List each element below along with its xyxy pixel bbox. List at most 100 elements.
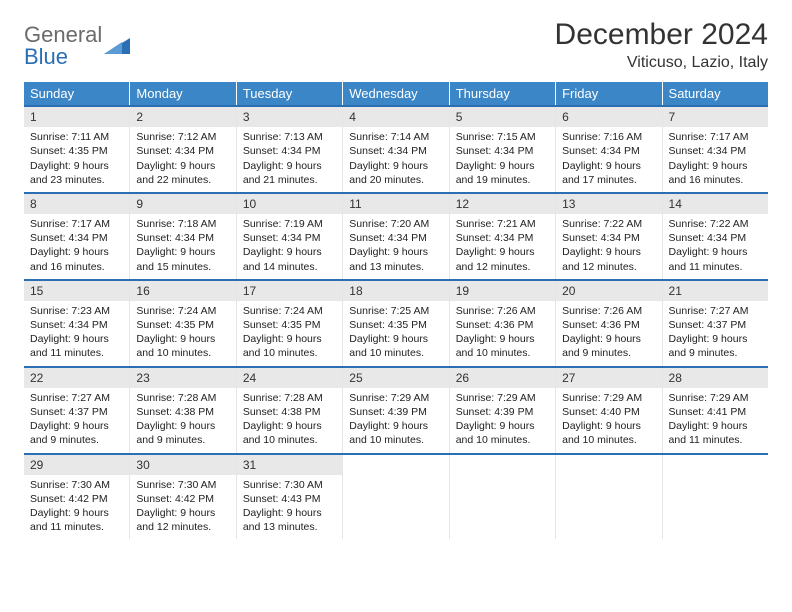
day-body: Sunrise: 7:30 AMSunset: 4:42 PMDaylight:… xyxy=(24,475,129,540)
day-line-d2: and 9 minutes. xyxy=(30,433,123,447)
day-line-d2: and 11 minutes. xyxy=(669,260,762,274)
day-line-d1: Daylight: 9 hours xyxy=(456,332,549,346)
day-cell xyxy=(450,455,556,540)
day-cell: 18Sunrise: 7:25 AMSunset: 4:35 PMDayligh… xyxy=(343,281,449,366)
day-body: Sunrise: 7:26 AMSunset: 4:36 PMDaylight:… xyxy=(556,301,661,366)
day-line-d1: Daylight: 9 hours xyxy=(136,245,229,259)
day-line-ss: Sunset: 4:34 PM xyxy=(243,231,336,245)
day-line-d1: Daylight: 9 hours xyxy=(562,159,655,173)
day-body: Sunrise: 7:29 AMSunset: 4:39 PMDaylight:… xyxy=(343,388,448,453)
day-line-ss: Sunset: 4:42 PM xyxy=(136,492,229,506)
day-cell: 2Sunrise: 7:12 AMSunset: 4:34 PMDaylight… xyxy=(130,107,236,192)
day-cell: 27Sunrise: 7:29 AMSunset: 4:40 PMDayligh… xyxy=(556,368,662,453)
day-line-d2: and 10 minutes. xyxy=(456,433,549,447)
day-line-sr: Sunrise: 7:11 AM xyxy=(30,130,123,144)
day-line-d2: and 10 minutes. xyxy=(136,346,229,360)
day-number: 18 xyxy=(343,281,448,301)
day-line-d2: and 22 minutes. xyxy=(136,173,229,187)
day-line-ss: Sunset: 4:36 PM xyxy=(456,318,549,332)
day-line-d1: Daylight: 9 hours xyxy=(30,159,123,173)
day-line-sr: Sunrise: 7:18 AM xyxy=(136,217,229,231)
day-body: Sunrise: 7:15 AMSunset: 4:34 PMDaylight:… xyxy=(450,127,555,192)
dow-sunday: Sunday xyxy=(24,82,130,105)
day-line-ss: Sunset: 4:35 PM xyxy=(30,144,123,158)
day-line-d2: and 13 minutes. xyxy=(349,260,442,274)
day-line-sr: Sunrise: 7:27 AM xyxy=(30,391,123,405)
day-cell: 22Sunrise: 7:27 AMSunset: 4:37 PMDayligh… xyxy=(24,368,130,453)
day-line-ss: Sunset: 4:41 PM xyxy=(669,405,762,419)
day-number: 23 xyxy=(130,368,235,388)
day-number: 9 xyxy=(130,194,235,214)
day-cell: 15Sunrise: 7:23 AMSunset: 4:34 PMDayligh… xyxy=(24,281,130,366)
day-number: 26 xyxy=(450,368,555,388)
day-body: Sunrise: 7:24 AMSunset: 4:35 PMDaylight:… xyxy=(130,301,235,366)
day-line-d1: Daylight: 9 hours xyxy=(456,159,549,173)
day-of-week-row: Sunday Monday Tuesday Wednesday Thursday… xyxy=(24,82,768,105)
calendar-page: General Blue December 2024 Viticuso, Laz… xyxy=(0,0,792,557)
day-line-sr: Sunrise: 7:29 AM xyxy=(669,391,762,405)
day-line-d2: and 11 minutes. xyxy=(30,346,123,360)
day-cell: 8Sunrise: 7:17 AMSunset: 4:34 PMDaylight… xyxy=(24,194,130,279)
day-body: Sunrise: 7:30 AMSunset: 4:43 PMDaylight:… xyxy=(237,475,342,540)
day-number: 30 xyxy=(130,455,235,475)
day-line-ss: Sunset: 4:39 PM xyxy=(456,405,549,419)
day-number: 22 xyxy=(24,368,129,388)
day-number: 14 xyxy=(663,194,768,214)
day-number: 12 xyxy=(450,194,555,214)
day-body: Sunrise: 7:28 AMSunset: 4:38 PMDaylight:… xyxy=(130,388,235,453)
day-line-sr: Sunrise: 7:23 AM xyxy=(30,304,123,318)
day-number: 4 xyxy=(343,107,448,127)
day-number: 17 xyxy=(237,281,342,301)
day-line-sr: Sunrise: 7:22 AM xyxy=(562,217,655,231)
day-number: 7 xyxy=(663,107,768,127)
day-line-d1: Daylight: 9 hours xyxy=(30,332,123,346)
day-line-d2: and 11 minutes. xyxy=(669,433,762,447)
day-line-d2: and 14 minutes. xyxy=(243,260,336,274)
day-line-d1: Daylight: 9 hours xyxy=(136,506,229,520)
day-number: 15 xyxy=(24,281,129,301)
logo-text-gray: General xyxy=(24,24,102,46)
day-number: 3 xyxy=(237,107,342,127)
day-cell xyxy=(663,455,768,540)
day-body: Sunrise: 7:30 AMSunset: 4:42 PMDaylight:… xyxy=(130,475,235,540)
day-line-ss: Sunset: 4:38 PM xyxy=(136,405,229,419)
day-line-sr: Sunrise: 7:21 AM xyxy=(456,217,549,231)
day-number: 19 xyxy=(450,281,555,301)
day-number: 5 xyxy=(450,107,555,127)
day-line-sr: Sunrise: 7:24 AM xyxy=(243,304,336,318)
day-cell: 31Sunrise: 7:30 AMSunset: 4:43 PMDayligh… xyxy=(237,455,343,540)
day-number: 2 xyxy=(130,107,235,127)
day-number: 13 xyxy=(556,194,661,214)
day-cell: 28Sunrise: 7:29 AMSunset: 4:41 PMDayligh… xyxy=(663,368,768,453)
week-row: 8Sunrise: 7:17 AMSunset: 4:34 PMDaylight… xyxy=(24,192,768,279)
day-line-ss: Sunset: 4:34 PM xyxy=(349,231,442,245)
day-line-sr: Sunrise: 7:30 AM xyxy=(243,478,336,492)
day-number: 20 xyxy=(556,281,661,301)
day-line-sr: Sunrise: 7:30 AM xyxy=(136,478,229,492)
day-line-sr: Sunrise: 7:14 AM xyxy=(349,130,442,144)
day-cell: 24Sunrise: 7:28 AMSunset: 4:38 PMDayligh… xyxy=(237,368,343,453)
day-cell: 6Sunrise: 7:16 AMSunset: 4:34 PMDaylight… xyxy=(556,107,662,192)
day-body: Sunrise: 7:17 AMSunset: 4:34 PMDaylight:… xyxy=(663,127,768,192)
day-number: 8 xyxy=(24,194,129,214)
day-line-ss: Sunset: 4:34 PM xyxy=(136,231,229,245)
day-cell: 1Sunrise: 7:11 AMSunset: 4:35 PMDaylight… xyxy=(24,107,130,192)
day-line-ss: Sunset: 4:35 PM xyxy=(243,318,336,332)
day-line-d2: and 10 minutes. xyxy=(349,433,442,447)
day-line-sr: Sunrise: 7:30 AM xyxy=(30,478,123,492)
day-number: 28 xyxy=(663,368,768,388)
day-line-ss: Sunset: 4:34 PM xyxy=(456,231,549,245)
day-line-d1: Daylight: 9 hours xyxy=(243,506,336,520)
month-title: December 2024 xyxy=(555,18,768,52)
day-cell: 14Sunrise: 7:22 AMSunset: 4:34 PMDayligh… xyxy=(663,194,768,279)
day-cell: 25Sunrise: 7:29 AMSunset: 4:39 PMDayligh… xyxy=(343,368,449,453)
day-line-ss: Sunset: 4:34 PM xyxy=(136,144,229,158)
logo: General Blue xyxy=(24,18,130,68)
day-line-d2: and 11 minutes. xyxy=(30,520,123,534)
day-cell: 20Sunrise: 7:26 AMSunset: 4:36 PMDayligh… xyxy=(556,281,662,366)
day-cell: 17Sunrise: 7:24 AMSunset: 4:35 PMDayligh… xyxy=(237,281,343,366)
day-line-d2: and 12 minutes. xyxy=(136,520,229,534)
day-number: 27 xyxy=(556,368,661,388)
day-line-d1: Daylight: 9 hours xyxy=(669,332,762,346)
day-body: Sunrise: 7:16 AMSunset: 4:34 PMDaylight:… xyxy=(556,127,661,192)
